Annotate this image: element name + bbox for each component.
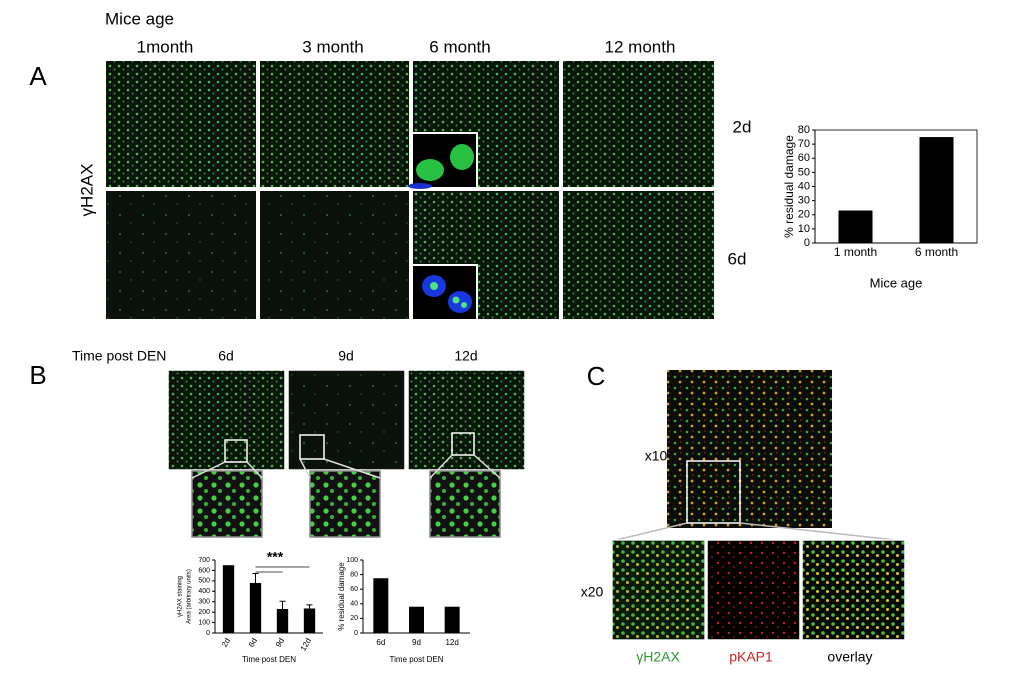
- x-tick-label: 12d: [445, 638, 458, 647]
- x-tick-label: 1 month: [834, 245, 877, 259]
- micrograph: [104, 59, 258, 189]
- x-tick-label: 12d: [299, 637, 313, 653]
- x-tick-label: 9d: [274, 637, 286, 649]
- y-tick-label: 0: [206, 630, 210, 637]
- column-label: 1month: [137, 37, 194, 56]
- column-label: 12 month: [605, 37, 676, 56]
- bar: [249, 582, 262, 633]
- micrograph: [258, 59, 411, 189]
- panel-label: B: [29, 360, 46, 390]
- bar: [919, 137, 954, 243]
- x-tick-label: 9d: [412, 638, 421, 647]
- y-axis-label: % residual damage: [782, 135, 796, 238]
- bar: [444, 606, 460, 633]
- bar: [303, 608, 316, 633]
- channel-label: overlay: [827, 649, 872, 665]
- panel-c-images: [611, 370, 906, 641]
- x-axis-label: Time post DEN: [242, 655, 296, 664]
- y-tick-label: 60: [350, 586, 358, 593]
- error-bar: [306, 604, 313, 609]
- y-tick-label: 60: [798, 152, 810, 164]
- inset: [411, 264, 478, 321]
- column-label: 12d: [454, 348, 477, 364]
- header: Time post DEN: [72, 348, 166, 364]
- bar: [222, 565, 235, 633]
- y-tick-label: 80: [798, 124, 810, 136]
- zoom-label: x10: [645, 448, 668, 464]
- annotation: ***: [267, 549, 284, 565]
- header: Mice age: [105, 9, 174, 28]
- panel-b-images: [167, 369, 526, 538]
- channel-label: γH2AX: [636, 649, 680, 665]
- channel-label: pKAP1: [729, 649, 773, 665]
- x-axis-label: Time post DEN: [390, 655, 444, 664]
- y-tick-label: 300: [198, 599, 210, 606]
- column-label: 6 month: [429, 37, 490, 56]
- x-tick-label: 6d: [247, 637, 259, 649]
- y-axis-label: Area (arbitrary units): [187, 569, 193, 624]
- micrograph: [258, 189, 411, 321]
- panel-label: A: [29, 61, 47, 91]
- y-tick-label: 400: [198, 588, 210, 595]
- micrograph: [561, 189, 716, 321]
- y-tick-label: 70: [798, 138, 810, 150]
- y-tick-label: 0: [804, 237, 810, 249]
- micrograph: [104, 189, 258, 321]
- y-tick-label: 20: [798, 209, 810, 221]
- y-axis-label: % residual damage: [337, 562, 346, 631]
- column-label: 3 month: [302, 37, 363, 56]
- row-label: 6d: [728, 249, 747, 268]
- y-tick-label: 10: [798, 223, 810, 235]
- micrograph: [561, 59, 716, 189]
- y-tick-label: 100: [198, 619, 210, 626]
- y-tick-label: 700: [198, 557, 210, 564]
- bar: [838, 210, 873, 243]
- column-label: 6d: [218, 348, 234, 364]
- row-label: 2d: [733, 117, 752, 136]
- bar: [276, 609, 289, 633]
- bar: [409, 606, 424, 633]
- bar: [373, 578, 389, 633]
- error-bar: [252, 573, 259, 583]
- column-label: 9d: [338, 348, 354, 364]
- y-tick-label: 600: [198, 567, 210, 574]
- x-axis-label: Mice age: [870, 275, 923, 290]
- x-tick-label: 6d: [376, 638, 385, 647]
- panel-label: C: [587, 361, 606, 391]
- y-tick-label: 40: [798, 180, 810, 192]
- y-tick-label: 200: [198, 609, 210, 616]
- error-bar: [279, 600, 286, 610]
- y-tick-label: 100: [346, 557, 358, 564]
- y-axis-label: γH2AX staining: [178, 576, 184, 617]
- y-tick-label: 50: [798, 166, 810, 178]
- channel-tint: [612, 540, 705, 640]
- inset-nuclei: [408, 144, 474, 313]
- y-tick-label: 500: [198, 578, 210, 585]
- x-tick-label: 6 month: [915, 245, 958, 259]
- zoom-label: x20: [581, 584, 604, 600]
- y-tick-label: 80: [350, 571, 358, 578]
- significance-bracket: [255, 566, 310, 573]
- y-tick-label: 40: [350, 601, 358, 608]
- row-axis-label: γH2AX: [77, 164, 96, 217]
- y-tick-label: 0: [354, 630, 358, 637]
- x-tick-label: 2d: [220, 637, 232, 649]
- y-tick-label: 20: [350, 615, 358, 622]
- y-tick-label: 30: [798, 195, 810, 207]
- panel-a-images: [104, 59, 716, 321]
